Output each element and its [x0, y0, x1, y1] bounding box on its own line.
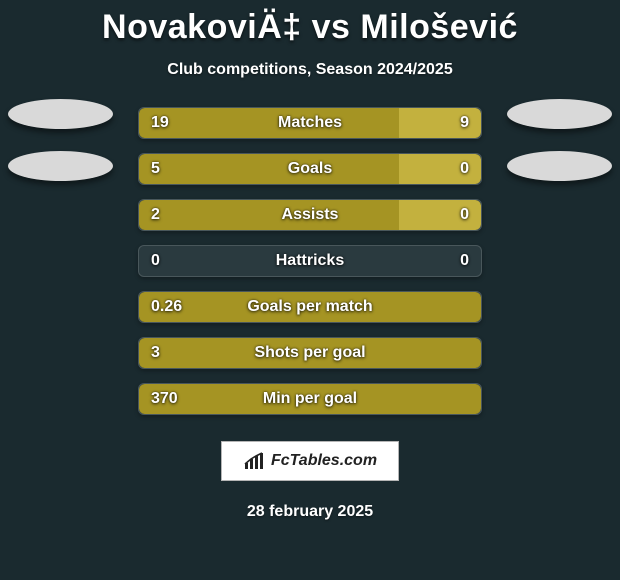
bar-right [399, 200, 481, 230]
bar-left [139, 154, 399, 184]
bar-left [139, 292, 481, 322]
bar-left [139, 200, 399, 230]
stat-row: 50Goals [138, 153, 482, 185]
bar-right [399, 154, 481, 184]
bar-left [139, 384, 481, 414]
bar-left [139, 108, 399, 138]
avatar [507, 99, 612, 129]
comparison-chart: 199Matches 50Goals 20Assists 0 0Hattricks 0.2… [0, 107, 620, 415]
bar-right [399, 108, 481, 138]
stat-row: 0 0Hattricks [138, 245, 482, 277]
watermark: FcTables.com [221, 441, 399, 481]
subtitle: Club competitions, Season 2024/2025 [0, 61, 620, 79]
watermark-text: FcTables.com [271, 452, 377, 470]
stat-row: 199Matches [138, 107, 482, 139]
date-label: 28 february 2025 [0, 503, 620, 521]
bar-left [139, 338, 481, 368]
stat-value-right: 0 [460, 246, 469, 276]
stat-value-left: 0 [151, 246, 160, 276]
player2-avatars [507, 99, 612, 181]
avatar [8, 151, 113, 181]
stat-label: Hattricks [139, 246, 481, 276]
stat-rows: 199Matches 50Goals 20Assists 0 0Hattricks 0.2… [138, 107, 482, 415]
stat-row: 3Shots per goal [138, 337, 482, 369]
stat-row: 20Assists [138, 199, 482, 231]
stat-row: 0.26Goals per match [138, 291, 482, 323]
player1-avatars [8, 99, 113, 181]
chart-icon [243, 451, 265, 471]
page-title: NovakoviÄ‡ vs Milošević [0, 0, 620, 47]
avatar [507, 151, 612, 181]
avatar [8, 99, 113, 129]
stat-row: 370Min per goal [138, 383, 482, 415]
